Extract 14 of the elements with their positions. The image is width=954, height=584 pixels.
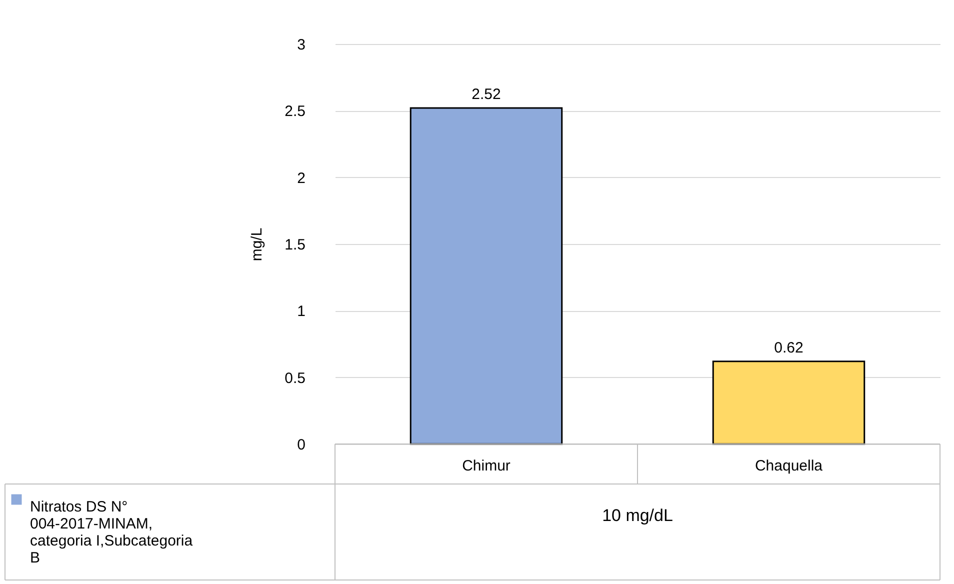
y-axis-title: mg/L — [248, 228, 266, 262]
text: 10 mg/dL — [602, 506, 673, 525]
y-tick-label: 0 — [297, 436, 306, 454]
y-tick-label: 0.5 — [284, 370, 306, 387]
legend-label: Nitratos DS N° 004-2017-MINAM, categoria I,Subcategoria B — [30, 498, 194, 566]
y-tick-label: 1.5 — [284, 236, 306, 254]
data-label: 0.62 — [774, 339, 804, 356]
y-tick-label: 2.5 — [284, 103, 306, 120]
x-tick-label: Chimur — [462, 458, 510, 474]
y-tick-label: 1 — [297, 303, 306, 320]
y-tick-label: 2 — [297, 170, 306, 187]
y-tick-label: 3 — [297, 36, 306, 54]
x-tick-label: Chaquella — [754, 458, 824, 474]
data-label: 2.52 — [472, 86, 501, 103]
